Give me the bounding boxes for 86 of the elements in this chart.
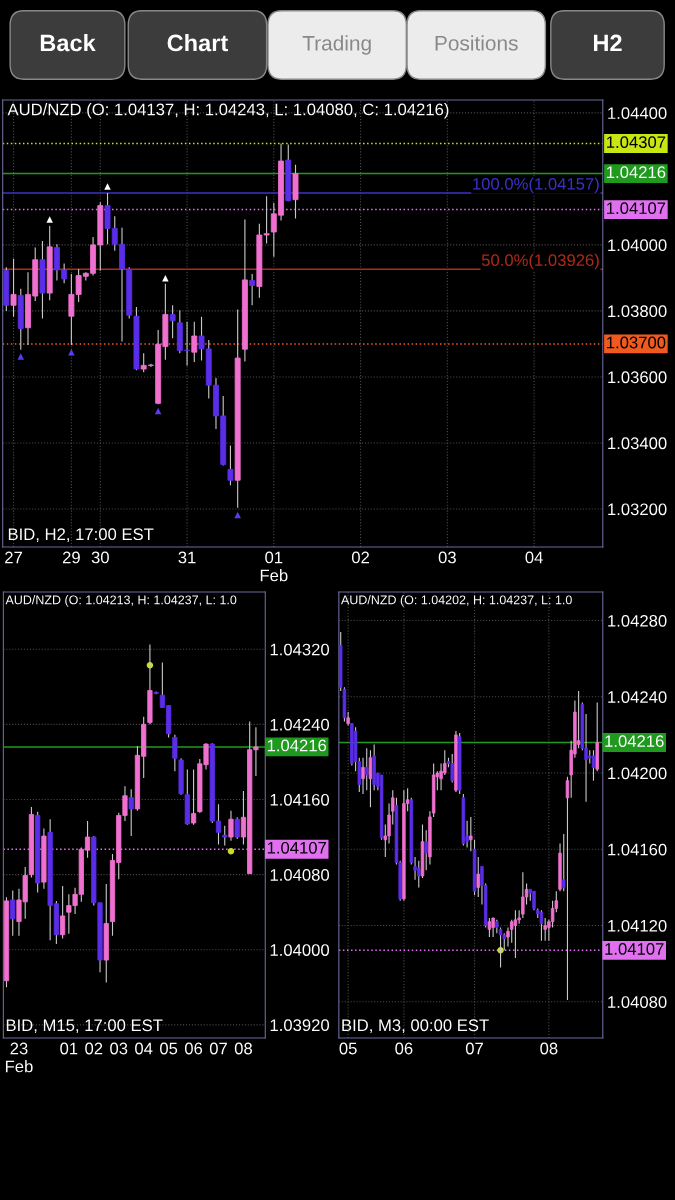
x-tick-label: 04 xyxy=(135,1042,153,1055)
x-tick-label: 04 xyxy=(525,551,543,564)
y-tick-label: 1.04280 xyxy=(608,614,667,627)
x-tick-label: 02 xyxy=(85,1042,103,1055)
x-tick-label: 23 Feb xyxy=(5,1042,33,1073)
text: Back xyxy=(40,34,96,52)
y-tick-label: 1.04160 xyxy=(270,793,330,806)
candlestick xyxy=(10,890,16,937)
x-tick-label: 08 xyxy=(234,1042,252,1055)
annotation: BID, H2, 17:00 EST xyxy=(8,528,154,543)
candlestick xyxy=(424,829,428,871)
y-tick-label: 1.04080 xyxy=(608,996,667,1008)
x-tick-label: 03 xyxy=(438,551,456,564)
x-tick-label: 01 Feb xyxy=(260,551,288,582)
annotation: 100.0%(1.04157) xyxy=(473,177,599,194)
candlestick xyxy=(249,273,256,306)
annotation: BID, M15, 17:00 EST xyxy=(6,1019,163,1034)
candlestick xyxy=(365,747,369,791)
y-tick-label: 1.04120 xyxy=(608,919,667,932)
candlestick xyxy=(222,825,228,847)
x-tick-label: 07 xyxy=(209,1042,227,1055)
y-tick-label: 1.04240 xyxy=(270,718,330,731)
text: Chart xyxy=(167,34,228,52)
x-tick-label: 01 xyxy=(60,1042,78,1055)
x-tick-label: 08 xyxy=(540,1042,558,1055)
y-tick-label: 1.04000 xyxy=(608,239,667,252)
y-tick-label: 1.04320 xyxy=(270,643,330,656)
chart-title: AUD/NZD (O: 1.04213, H: 1.04237, L: 1.0 xyxy=(5,595,237,607)
x-tick-label: 31 xyxy=(178,551,196,564)
x-tick-label: 29 xyxy=(62,551,80,564)
y-tick-label: 1.04080 xyxy=(270,869,330,881)
y-tick-label: 1.04160 xyxy=(608,843,667,856)
x-tick-label: 02 xyxy=(351,551,370,564)
candlestick xyxy=(417,860,421,888)
candlestick xyxy=(128,788,134,837)
x-tick-label: 06 xyxy=(395,1042,413,1055)
candlestick xyxy=(227,445,234,486)
point xyxy=(154,407,162,415)
y-tick-label: 1.03600 xyxy=(608,371,667,384)
x-tick-label: 07 xyxy=(465,1042,483,1055)
candlestick xyxy=(513,909,518,959)
candlestick xyxy=(368,749,373,808)
x-tick-label: 30 xyxy=(91,551,109,564)
text: Trading xyxy=(302,35,371,55)
y-tick-label: 1.04200 xyxy=(608,767,667,780)
ref-line-label: 1.04216 xyxy=(605,735,664,748)
text: H2 xyxy=(593,34,622,52)
x-tick-label: 05 xyxy=(160,1042,178,1055)
candlestick xyxy=(169,304,176,339)
x-tick-label: 06 xyxy=(184,1042,203,1055)
candlestick xyxy=(190,768,197,826)
x-tick-label: 05 xyxy=(339,1042,357,1055)
text: Positions xyxy=(435,35,518,51)
x-tick-label: 03 xyxy=(110,1042,128,1055)
point xyxy=(234,511,241,519)
x-tick-label: 27 xyxy=(5,551,22,564)
ref-line-label: 1.04216 xyxy=(267,739,327,752)
candlestick xyxy=(469,816,473,852)
candlestick xyxy=(228,810,234,842)
chart-title: AUD/NZD (O: 1.04137, H: 1.04243, L: 1.04080, C: 1.04216) xyxy=(7,103,449,119)
ref-line-label: 1.04216 xyxy=(607,166,666,179)
ref-line-label: 1.04107 xyxy=(605,942,664,955)
annotation: 50.0%(1.03926) xyxy=(481,253,599,270)
y-tick-label: 1.04000 xyxy=(270,944,330,956)
candlestick xyxy=(491,917,495,938)
ref-line-label: 1.04307 xyxy=(607,136,666,149)
y-tick-label: 1.03200 xyxy=(608,503,667,516)
candlestick xyxy=(10,258,17,318)
candlestick xyxy=(60,885,66,940)
y-tick-label: 1.04240 xyxy=(608,691,667,703)
point xyxy=(46,216,53,223)
chart-title: AUD/NZD (O: 1.04202, H: 1.04237, L: 1.0 xyxy=(340,595,572,607)
candlestick xyxy=(450,753,454,784)
y-tick-label: 1.03400 xyxy=(608,437,667,450)
ref-line-label: 1.03700 xyxy=(607,336,666,349)
candlestick xyxy=(172,734,178,772)
candlestick xyxy=(234,816,240,840)
point xyxy=(104,183,111,190)
annotation: BID, M3, 00:00 EST xyxy=(342,1019,489,1034)
y-tick-label: 1.03920 xyxy=(270,1019,330,1032)
y-tick-label: 1.04400 xyxy=(608,107,667,120)
point xyxy=(17,353,25,360)
y-tick-label: 1.03800 xyxy=(608,305,667,318)
candlestick xyxy=(191,321,198,363)
ref-line-label: 1.04107 xyxy=(607,202,666,215)
ref-line-label: 1.04107 xyxy=(267,841,326,854)
